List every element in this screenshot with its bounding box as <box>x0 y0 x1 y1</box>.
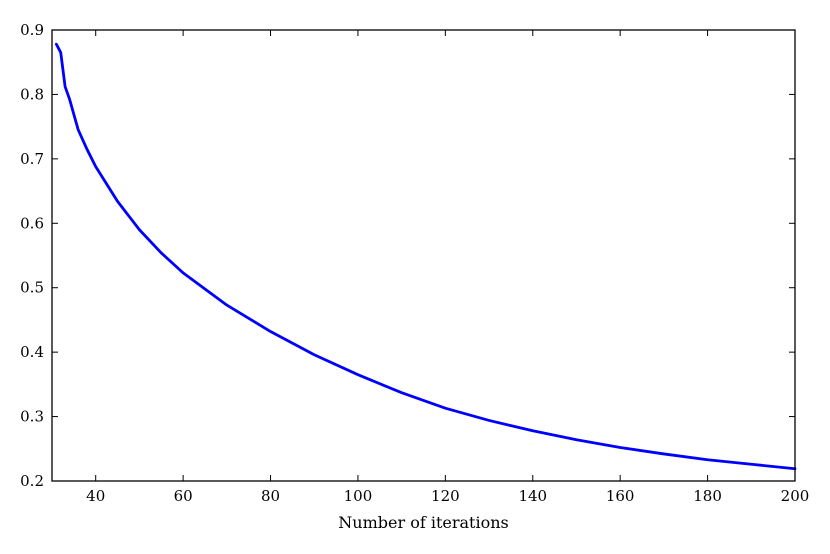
y-tick-label: 0.2 <box>20 472 44 490</box>
y-tick-label: 0.8 <box>20 85 44 103</box>
x-tick-label: 200 <box>781 487 810 505</box>
x-tick-label: 80 <box>261 487 280 505</box>
x-tick-label: 180 <box>693 487 722 505</box>
y-tick-label: 0.3 <box>20 408 44 426</box>
y-tick-label: 0.4 <box>20 343 44 361</box>
y-tick-label: 0.5 <box>20 279 44 297</box>
x-tick-label: 140 <box>518 487 547 505</box>
y-tick-label: 0.6 <box>20 214 44 232</box>
x-tick-label: 40 <box>86 487 105 505</box>
x-axis-label: Number of iterations <box>338 513 508 532</box>
series-line-0 <box>54 42 797 471</box>
x-tick-label: 160 <box>606 487 635 505</box>
x-tick-label: 120 <box>431 487 460 505</box>
x-tick-label: 100 <box>344 487 373 505</box>
x-tick-label: 60 <box>174 487 193 505</box>
y-tick-label: 0.7 <box>20 150 44 168</box>
x-tick-labels: 40 60 80 100 120 140 160 180 200 <box>86 487 809 505</box>
plot-area <box>52 30 795 481</box>
series-layer <box>54 42 797 471</box>
y-tick-label: 0.9 <box>20 21 44 39</box>
y-tick-labels: 0.2 0.3 0.4 0.5 0.6 0.7 0.8 0.9 <box>20 21 44 490</box>
plot-frame <box>51 29 796 482</box>
